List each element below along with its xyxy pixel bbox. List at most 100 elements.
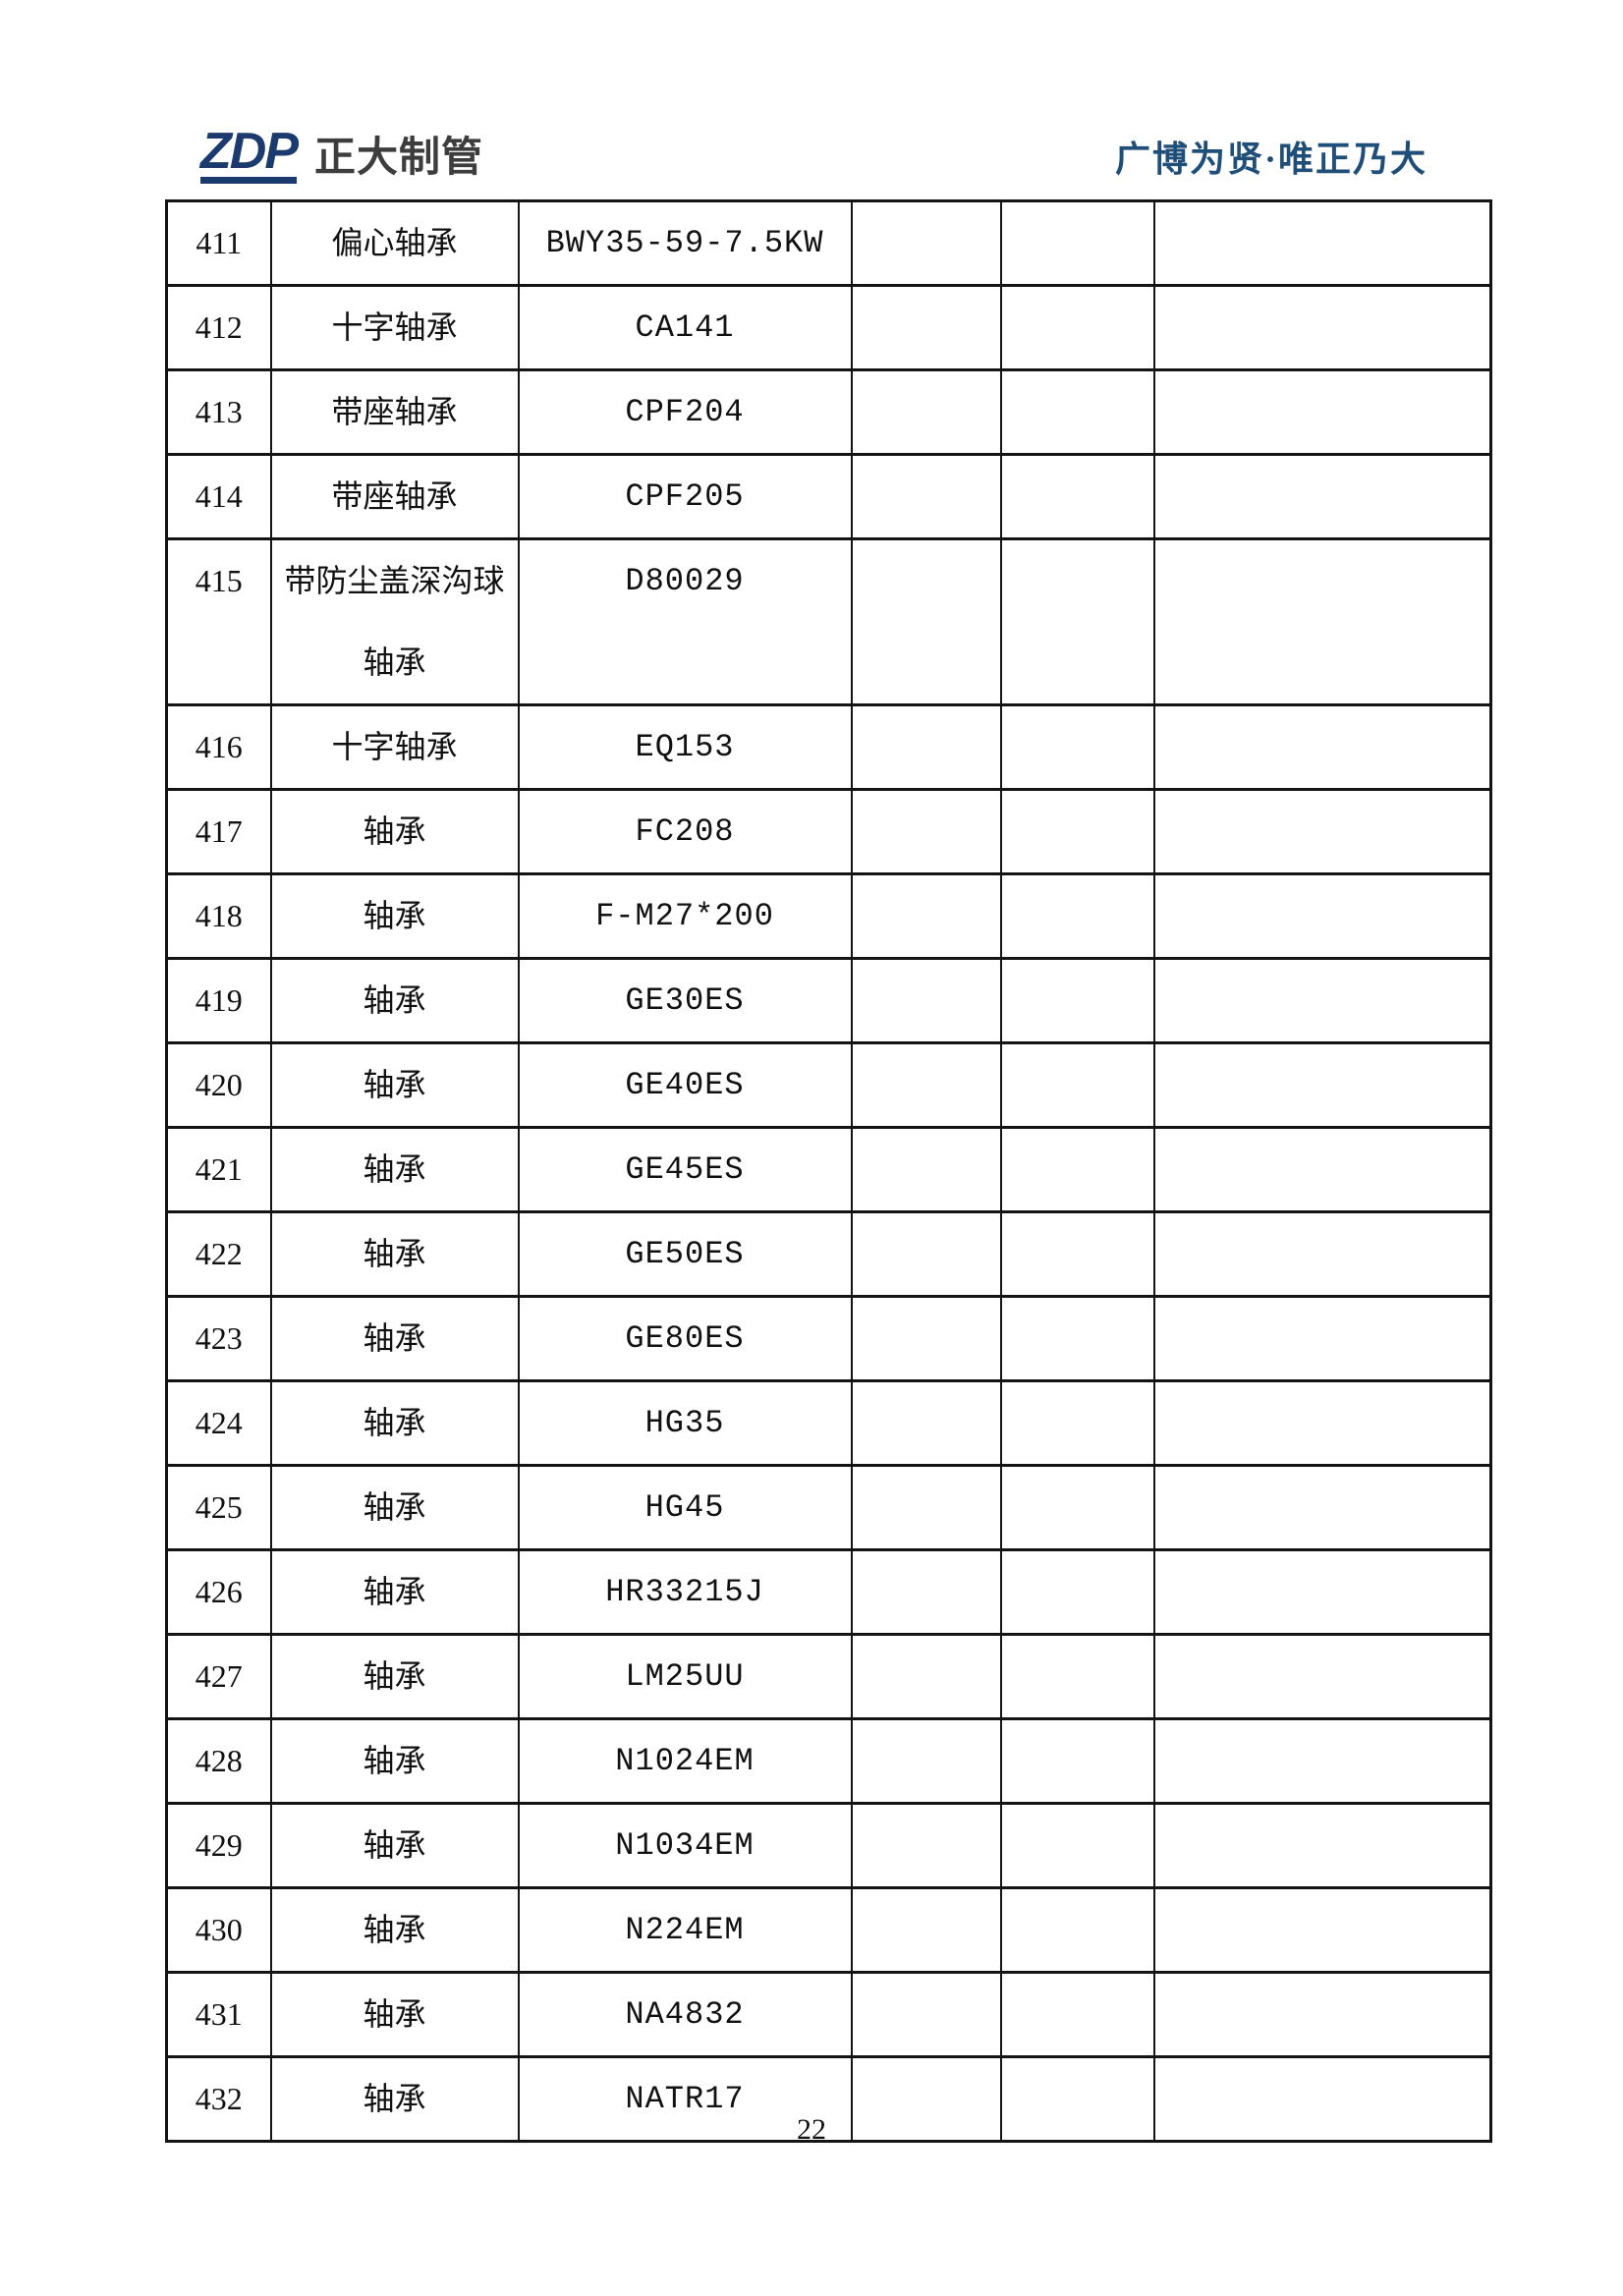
cell-model: N224EM <box>517 1886 853 1974</box>
cell-empty-1 <box>850 872 1002 960</box>
table-row: 430 轴承 N224EM <box>165 1886 1492 1974</box>
cell-name: 轴承 <box>269 2055 520 2143</box>
cell-index: 411 <box>165 199 272 287</box>
cell-name: 轴承 <box>269 872 520 960</box>
cell-name: 带座轴承 <box>269 368 520 456</box>
cell-empty-3 <box>1152 453 1492 540</box>
table-row: 427 轴承 LM25UU <box>165 1633 1492 1720</box>
cell-empty-3 <box>1152 284 1492 371</box>
cell-index: 429 <box>165 1802 272 1889</box>
cell-empty-3 <box>1152 537 1492 706</box>
cell-index: 421 <box>165 1126 272 1213</box>
cell-index: 419 <box>165 957 272 1044</box>
cell-empty-1 <box>850 2055 1002 2143</box>
cell-empty-2 <box>999 788 1155 875</box>
cell-empty-2 <box>999 1971 1155 2058</box>
cell-name: 轴承 <box>269 957 520 1044</box>
cell-empty-2 <box>999 2055 1155 2143</box>
cell-name: 轴承 <box>269 1717 520 1805</box>
table-row: 419 轴承 GE30ES <box>165 957 1492 1044</box>
table-row: 415 带防尘盖深沟球 轴承 D80029 <box>165 537 1492 706</box>
cell-empty-2 <box>999 1802 1155 1889</box>
cell-name: 轴承 <box>269 1802 520 1889</box>
cell-model: GE50ES <box>517 1210 853 1298</box>
cell-empty-3 <box>1152 1548 1492 1636</box>
cell-model: GE80ES <box>517 1295 853 1382</box>
company-name-text: 正大制管 <box>314 133 484 180</box>
cell-empty-2 <box>999 1633 1155 1720</box>
cell-model: LM25UU <box>517 1633 853 1720</box>
cell-index: 417 <box>165 788 272 875</box>
cell-model: NA4832 <box>517 1971 853 2058</box>
cell-index: 418 <box>165 872 272 960</box>
cell-empty-3 <box>1152 2055 1492 2143</box>
cell-model: BWY35-59-7.5KW <box>517 199 853 287</box>
cell-empty-2 <box>999 1717 1155 1805</box>
cell-empty-2 <box>999 284 1155 371</box>
page-header: ZDP 正大制管 广博为贤·唯正乃大 <box>200 126 1427 198</box>
cell-empty-1 <box>850 1802 1002 1889</box>
cell-empty-2 <box>999 1210 1155 1298</box>
cell-index: 431 <box>165 1971 272 2058</box>
cell-empty-2 <box>999 199 1155 287</box>
cell-empty-2 <box>999 1886 1155 1974</box>
table-row: 420 轴承 GE40ES <box>165 1041 1492 1129</box>
cell-empty-3 <box>1152 1802 1492 1889</box>
table-row: 416 十字轴承 EQ153 <box>165 703 1492 791</box>
cell-model: F-M27*200 <box>517 872 853 960</box>
cell-empty-3 <box>1152 368 1492 456</box>
cell-model: N1034EM <box>517 1802 853 1889</box>
cell-index: 422 <box>165 1210 272 1298</box>
cell-index: 416 <box>165 703 272 791</box>
cell-empty-3 <box>1152 1210 1492 1298</box>
cell-empty-3 <box>1152 872 1492 960</box>
table-row: 428 轴承 N1024EM <box>165 1717 1492 1805</box>
cell-name: 轴承 <box>269 788 520 875</box>
cell-empty-1 <box>850 284 1002 371</box>
cell-name: 轴承 <box>269 1379 520 1467</box>
table-row: 423 轴承 GE80ES <box>165 1295 1492 1382</box>
cell-empty-3 <box>1152 788 1492 875</box>
cell-empty-1 <box>850 1971 1002 2058</box>
cell-model: GE30ES <box>517 957 853 1044</box>
cell-model: GE40ES <box>517 1041 853 1129</box>
cell-empty-3 <box>1152 1464 1492 1551</box>
cell-model: EQ153 <box>517 703 853 791</box>
cell-empty-1 <box>850 537 1002 706</box>
cell-empty-2 <box>999 1295 1155 1382</box>
cell-empty-2 <box>999 1126 1155 1213</box>
cell-empty-3 <box>1152 1041 1492 1129</box>
cell-empty-1 <box>850 1717 1002 1805</box>
cell-empty-3 <box>1152 1126 1492 1213</box>
cell-index: 424 <box>165 1379 272 1467</box>
table-row: 414 带座轴承 CPF205 <box>165 453 1492 540</box>
cell-name: 偏心轴承 <box>269 199 520 287</box>
company-slogan: 广博为贤·唯正乃大 <box>1114 140 1427 179</box>
cell-empty-1 <box>850 1126 1002 1213</box>
cell-empty-2 <box>999 703 1155 791</box>
cell-name: 轴承 <box>269 1210 520 1298</box>
cell-name: 轴承 <box>269 1295 520 1382</box>
cell-name: 带座轴承 <box>269 453 520 540</box>
cell-name: 十字轴承 <box>269 284 520 371</box>
cell-empty-3 <box>1152 199 1492 287</box>
cell-index: 420 <box>165 1041 272 1129</box>
cell-empty-1 <box>850 703 1002 791</box>
cell-empty-2 <box>999 1041 1155 1129</box>
cell-empty-3 <box>1152 957 1492 1044</box>
parts-table: 411 偏心轴承 BWY35-59-7.5KW 412 十字轴承 CA141 4… <box>165 199 1492 2143</box>
cell-empty-3 <box>1152 1717 1492 1805</box>
cell-index: 413 <box>165 368 272 456</box>
cell-empty-3 <box>1152 1886 1492 1974</box>
table-row: 421 轴承 GE45ES <box>165 1126 1492 1213</box>
zdp-logo-text: ZDP <box>200 126 299 184</box>
cell-name: 十字轴承 <box>269 703 520 791</box>
table-row: 429 轴承 N1034EM <box>165 1802 1492 1889</box>
cell-empty-2 <box>999 537 1155 706</box>
cell-name: 轴承 <box>269 1126 520 1213</box>
cell-empty-2 <box>999 453 1155 540</box>
cell-empty-1 <box>850 1295 1002 1382</box>
cell-model: HG45 <box>517 1464 853 1551</box>
cell-model: CPF205 <box>517 453 853 540</box>
